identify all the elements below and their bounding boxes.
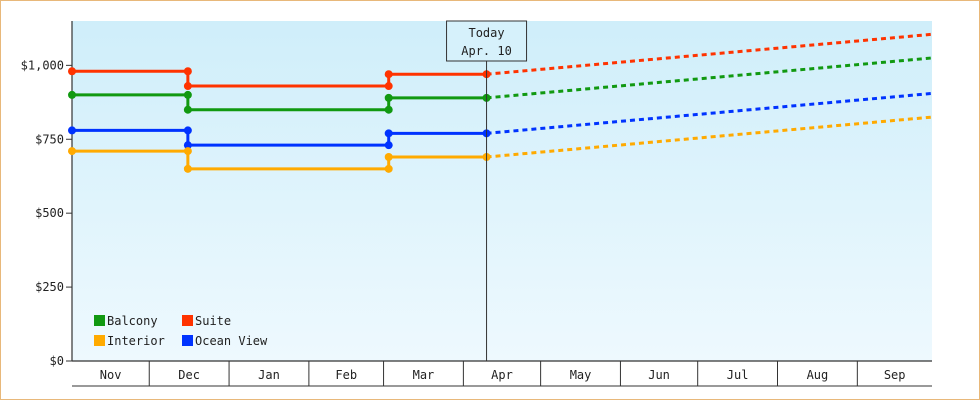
x-tick-label: Jul — [727, 368, 749, 382]
y-axis: $0 $250 $500 $750 $1,000 — [21, 21, 73, 368]
today-marker: Today Apr. 10 — [446, 20, 528, 361]
x-tick-label: May — [570, 368, 592, 382]
plot-background — [72, 21, 932, 361]
today-date-label: Apr. 10 — [461, 44, 512, 58]
y-tick-label: $500 — [35, 206, 64, 220]
x-tick-label: Aug — [807, 368, 829, 382]
data-point[interactable] — [384, 129, 393, 138]
data-point[interactable] — [384, 164, 393, 173]
today-title: Today — [468, 26, 504, 40]
y-tick-label: $250 — [35, 280, 64, 294]
y-tick-label: $1,000 — [21, 58, 64, 72]
x-tick-label: Jan — [258, 368, 280, 382]
legend-swatch — [94, 335, 105, 346]
data-point[interactable] — [183, 82, 192, 91]
data-point[interactable] — [384, 70, 393, 79]
series-forecast-line — [486, 56, 933, 100]
data-point[interactable] — [384, 105, 393, 114]
series-balcony — [68, 56, 933, 114]
legend-swatch — [182, 335, 193, 346]
legend-label: Interior — [107, 334, 165, 348]
series-line — [72, 93, 487, 112]
series-forecast-line — [486, 91, 933, 135]
series-forecast-line — [486, 32, 933, 76]
y-tick-label: $750 — [35, 132, 64, 146]
data-point[interactable] — [183, 147, 192, 156]
data-point[interactable] — [384, 82, 393, 91]
legend-item-suite[interactable]: Suite — [182, 314, 231, 328]
series-interior — [68, 115, 933, 173]
legend-swatch — [94, 315, 105, 326]
series-suite — [68, 32, 933, 91]
x-tick-label: Dec — [178, 368, 200, 382]
series-line — [72, 128, 487, 147]
series-forecast-line — [486, 115, 933, 159]
series-line — [72, 149, 487, 171]
data-point[interactable] — [384, 153, 393, 161]
data-point[interactable] — [384, 93, 393, 102]
data-point[interactable] — [68, 67, 76, 76]
legend-label: Ocean View — [195, 334, 268, 348]
today-box — [446, 20, 528, 62]
data-point[interactable] — [68, 126, 76, 135]
series-ocean-view — [68, 91, 933, 150]
data-point[interactable] — [183, 67, 192, 76]
x-tick-label: Nov — [100, 368, 122, 382]
series-line — [72, 69, 487, 88]
data-point[interactable] — [183, 126, 192, 135]
data-point[interactable] — [68, 147, 76, 156]
data-point[interactable] — [183, 105, 192, 114]
data-point[interactable] — [384, 141, 393, 150]
x-tick-label: Sep — [884, 368, 906, 382]
legend-item-interior[interactable]: Interior — [94, 334, 165, 348]
x-tick-label: Apr — [491, 368, 513, 382]
legend-item-ocean-view[interactable]: Ocean View — [182, 334, 268, 348]
x-axis: Nov Dec Jan Feb Mar Apr May Jun Jul Aug Sep — [72, 360, 932, 387]
legend-label: Balcony — [107, 314, 158, 328]
legend-label: Suite — [195, 314, 231, 328]
data-point[interactable] — [183, 164, 192, 173]
data-point[interactable] — [68, 90, 76, 99]
data-point[interactable] — [183, 90, 192, 99]
x-tick-label: Jun — [648, 368, 670, 382]
data-point[interactable] — [183, 141, 192, 150]
legend[interactable]: Balcony Suite Interior Ocean View — [94, 314, 268, 348]
legend-item-balcony[interactable]: Balcony — [94, 314, 158, 328]
x-tick-label: Feb — [335, 368, 357, 382]
legend-swatch — [182, 315, 193, 326]
y-tick-label: $0 — [50, 354, 64, 368]
series-layer — [68, 32, 933, 173]
x-tick-label: Mar — [413, 368, 435, 382]
